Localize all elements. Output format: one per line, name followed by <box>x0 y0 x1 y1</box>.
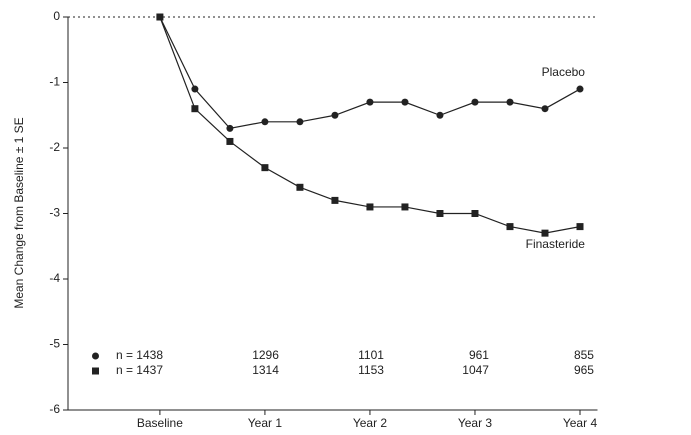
marker <box>576 223 584 231</box>
marker <box>331 111 339 119</box>
marker <box>191 85 199 93</box>
n-label: n = 1437 <box>116 363 163 377</box>
marker <box>401 203 409 211</box>
marker <box>401 98 409 106</box>
marker <box>191 105 199 113</box>
y-tick-label: -6 <box>49 402 60 416</box>
n-label: 961 <box>469 348 489 362</box>
x-tick-label: Year 3 <box>458 416 493 430</box>
marker <box>436 111 444 119</box>
n-label: 855 <box>574 348 594 362</box>
n-label: 1314 <box>252 363 279 377</box>
series-line <box>159 16 581 130</box>
series-line <box>159 16 581 234</box>
marker <box>296 183 304 191</box>
n-row-marker <box>92 352 99 360</box>
series-label: Placebo <box>542 65 586 79</box>
marker <box>471 210 479 217</box>
y-tick-label: 0 <box>53 9 60 23</box>
marker <box>471 98 479 106</box>
marker <box>366 98 374 106</box>
marker <box>261 164 269 172</box>
y-tick-label: -3 <box>49 206 60 220</box>
marker <box>261 118 269 126</box>
series-label: Finasteride <box>526 237 586 251</box>
x-tick-label: Year 4 <box>563 416 598 430</box>
n-label: 1296 <box>252 348 279 362</box>
marker <box>156 13 164 21</box>
marker <box>366 203 374 211</box>
y-tick-label: -1 <box>49 75 60 89</box>
n-label: 1101 <box>358 348 384 362</box>
y-tick-label: -5 <box>49 337 60 351</box>
marker <box>541 105 549 113</box>
marker <box>506 223 514 231</box>
marker <box>506 98 514 106</box>
n-row-marker <box>92 367 99 375</box>
marker <box>226 124 234 132</box>
marker <box>296 118 304 126</box>
n-label: n = 1438 <box>116 348 163 362</box>
n-label: 1153 <box>358 363 384 377</box>
y-tick-label: -2 <box>49 140 60 154</box>
y-tick-label: -4 <box>49 271 60 285</box>
marker <box>576 85 584 93</box>
marker <box>436 210 444 217</box>
x-tick-label: Year 1 <box>248 416 283 430</box>
marker <box>226 137 234 145</box>
marker <box>331 196 339 204</box>
marker <box>541 229 549 237</box>
n-label: 965 <box>574 363 594 377</box>
n-label: 1047 <box>462 363 489 377</box>
x-tick-label: Year 2 <box>353 416 388 430</box>
x-tick-label: Baseline <box>137 416 183 430</box>
y-axis-label: Mean Change from Baseline ± 1 SE <box>12 117 26 308</box>
